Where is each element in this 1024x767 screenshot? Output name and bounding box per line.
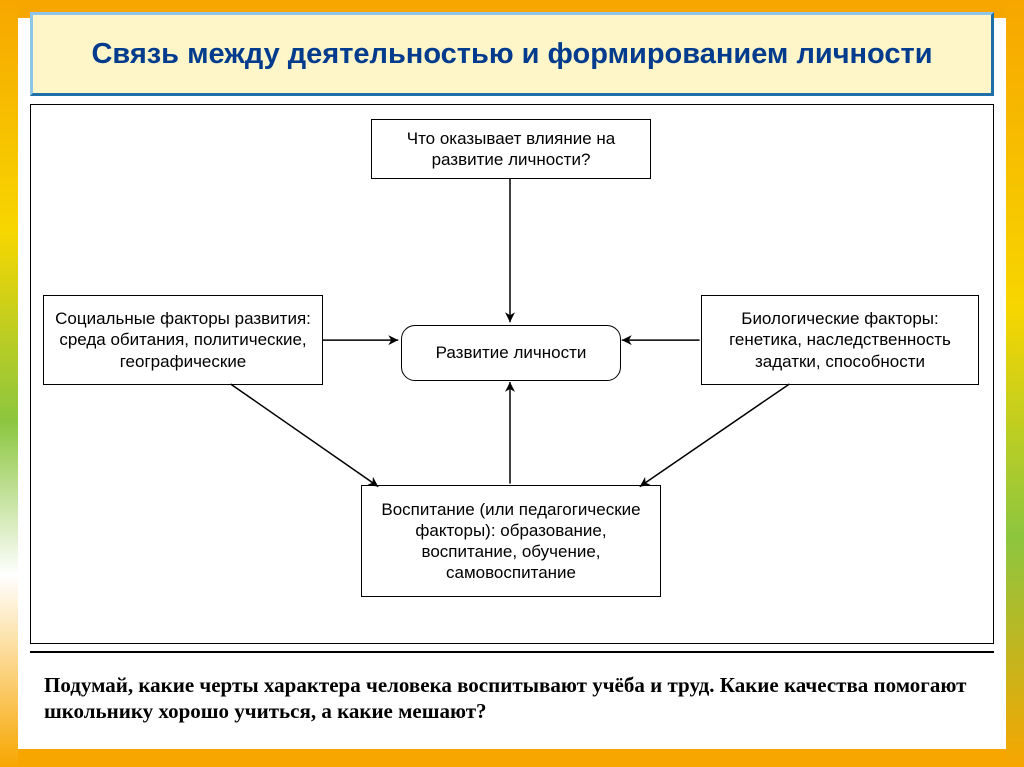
diagram-area: Что оказывает влияние на развитие личнос… bbox=[30, 104, 994, 644]
node-bottom: Воспитание (или педагогические факторы):… bbox=[361, 485, 661, 597]
node-left-label: Социальные факторы развития: среда обита… bbox=[54, 308, 312, 372]
node-bottom-label: Воспитание (или педагогические факторы):… bbox=[372, 499, 650, 584]
node-center: Развитие личности bbox=[401, 325, 621, 381]
frame-bottom bbox=[0, 749, 1024, 767]
node-right-label: Биологические факторы: генетика, наследс… bbox=[712, 308, 968, 372]
node-center-label: Развитие личности bbox=[436, 342, 587, 363]
node-top: Что оказывает влияние на развитие личнос… bbox=[371, 119, 651, 179]
title-bar: Связь между деятельностью и формирование… bbox=[30, 12, 994, 96]
node-right: Биологические факторы: генетика, наследс… bbox=[701, 295, 979, 385]
question-text: Подумай, какие черты характера человека … bbox=[44, 672, 980, 725]
question-box: Подумай, какие черты характера человека … bbox=[30, 651, 994, 743]
node-top-label: Что оказывает влияние на развитие личнос… bbox=[382, 128, 640, 171]
page-title: Связь между деятельностью и формирование… bbox=[91, 37, 932, 72]
node-left: Социальные факторы развития: среда обита… bbox=[43, 295, 323, 385]
frame-right bbox=[1006, 0, 1024, 767]
frame-left bbox=[0, 0, 18, 767]
